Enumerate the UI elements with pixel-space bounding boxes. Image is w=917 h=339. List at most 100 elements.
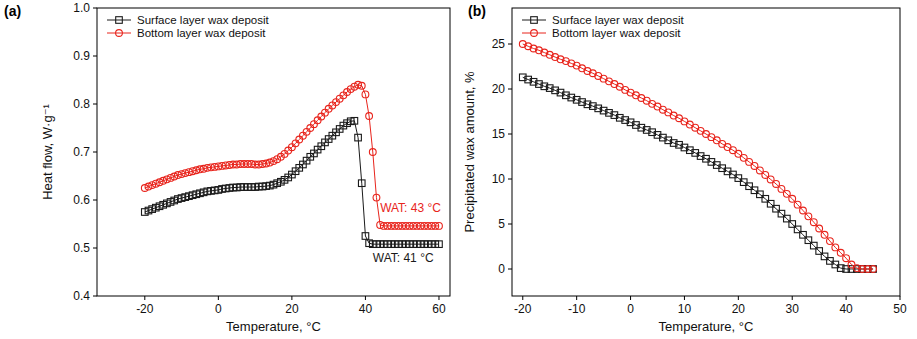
marker-circle	[789, 195, 796, 202]
annotation: WAT: 41 °C	[373, 251, 434, 265]
x-tick-label: 40	[359, 302, 373, 316]
x-tick-label: 0	[627, 302, 634, 316]
y-tick	[508, 134, 512, 135]
legend-label: Bottom layer wax deposit	[552, 27, 681, 39]
legend-marker	[116, 17, 123, 24]
marker-circle	[870, 266, 877, 273]
y-tick	[508, 179, 512, 180]
marker-circle	[436, 223, 443, 230]
y-tick-label: 25	[492, 37, 506, 51]
marker-circle	[816, 225, 823, 232]
x-tick	[438, 296, 439, 300]
legend-item: Surface layer wax deposit	[522, 14, 684, 26]
marker-circle	[322, 109, 329, 116]
marker-circle	[311, 121, 318, 128]
marker-circle	[794, 201, 801, 208]
y-tick-label: 10	[492, 172, 506, 186]
x-tick	[738, 296, 739, 300]
plot-frame	[512, 8, 900, 296]
series-line	[523, 77, 873, 269]
data-area	[141, 81, 442, 247]
series-line	[145, 121, 439, 244]
marker-circle	[366, 113, 373, 120]
x-tick	[684, 296, 685, 300]
marker-circle	[843, 255, 850, 262]
panel: -2002040600.40.50.60.70.80.91.0Temperatu…	[4, 1, 450, 334]
x-tick	[291, 296, 292, 300]
legend-line	[107, 20, 131, 21]
x-tick	[576, 296, 577, 300]
legend-item: Bottom layer wax deposit	[107, 27, 266, 39]
legend-line	[522, 33, 546, 34]
legend-marker	[116, 30, 123, 37]
marker-circle	[358, 82, 365, 89]
x-tick-label: 30	[786, 302, 800, 316]
series-line	[523, 44, 873, 269]
x-tick	[365, 296, 366, 300]
marker-circle	[773, 181, 780, 188]
y-tick-label: 1.0	[73, 1, 90, 15]
y-tick	[508, 269, 512, 270]
x-tick-label: 20	[732, 302, 746, 316]
x-tick	[630, 296, 631, 300]
legend-marker	[531, 30, 538, 37]
data-area	[519, 41, 876, 273]
panel-letter: (a)	[4, 3, 21, 19]
legend-label: Surface layer wax deposit	[137, 14, 269, 26]
annotation: WAT: 43 °C	[380, 201, 441, 215]
y-tick-label: 0.4	[73, 289, 90, 303]
marker-circle	[827, 238, 834, 245]
x-tick-label: 0	[215, 302, 222, 316]
x-axis-title: Temperature, °C	[659, 319, 754, 334]
marker-circle	[369, 149, 376, 156]
y-tick-label: 0.5	[73, 241, 90, 255]
y-tick	[93, 200, 97, 201]
y-tick-label: 0	[498, 262, 505, 276]
marker-circle	[805, 213, 812, 220]
legend-item: Surface layer wax deposit	[107, 14, 269, 26]
y-tick-label: 0.8	[73, 97, 90, 111]
x-axis-title: Temperature, °C	[226, 319, 321, 334]
x-tick-label: -20	[514, 302, 532, 316]
marker-circle	[362, 91, 369, 98]
x-tick	[522, 296, 523, 300]
x-tick-label: -20	[136, 302, 154, 316]
y-tick	[93, 104, 97, 105]
y-tick	[508, 224, 512, 225]
marker-square	[358, 180, 365, 187]
x-tick-label: 50	[893, 302, 907, 316]
legend-item: Bottom layer wax deposit	[522, 27, 681, 39]
marker-circle	[821, 231, 828, 238]
panel: -20-10010203040500510152025Temperature, …	[462, 3, 907, 334]
y-tick-label: 0.9	[73, 49, 90, 63]
marker-square	[362, 233, 369, 240]
x-tick	[792, 296, 793, 300]
legend-label: Surface layer wax deposit	[552, 14, 684, 26]
legend: Surface layer wax depositBottom layer wa…	[522, 14, 684, 39]
marker-circle	[307, 125, 314, 132]
x-tick	[144, 296, 145, 300]
marker-circle	[810, 219, 817, 226]
x-tick	[218, 296, 219, 300]
marker-circle	[800, 207, 807, 214]
y-tick	[93, 296, 97, 297]
marker-circle	[837, 249, 844, 256]
marker-square	[351, 118, 358, 125]
marker-circle	[318, 113, 325, 120]
y-tick	[93, 248, 97, 249]
x-tick-label: 60	[432, 302, 446, 316]
figure: -2002040600.40.50.60.70.80.91.0Temperatu…	[0, 0, 917, 339]
marker-circle	[373, 194, 380, 201]
y-tick-label: 0.6	[73, 193, 90, 207]
marker-square	[436, 241, 443, 248]
y-tick	[508, 89, 512, 90]
y-axis-title: Precipitated wax amount, %	[462, 71, 477, 233]
marker-circle	[303, 128, 310, 135]
y-tick-label: 20	[492, 82, 506, 96]
y-tick-label: 5	[498, 217, 505, 231]
x-tick-label: 40	[839, 302, 853, 316]
plot-frame	[97, 8, 450, 296]
y-tick-label: 15	[492, 127, 506, 141]
marker-square	[355, 134, 362, 141]
y-tick	[93, 8, 97, 9]
